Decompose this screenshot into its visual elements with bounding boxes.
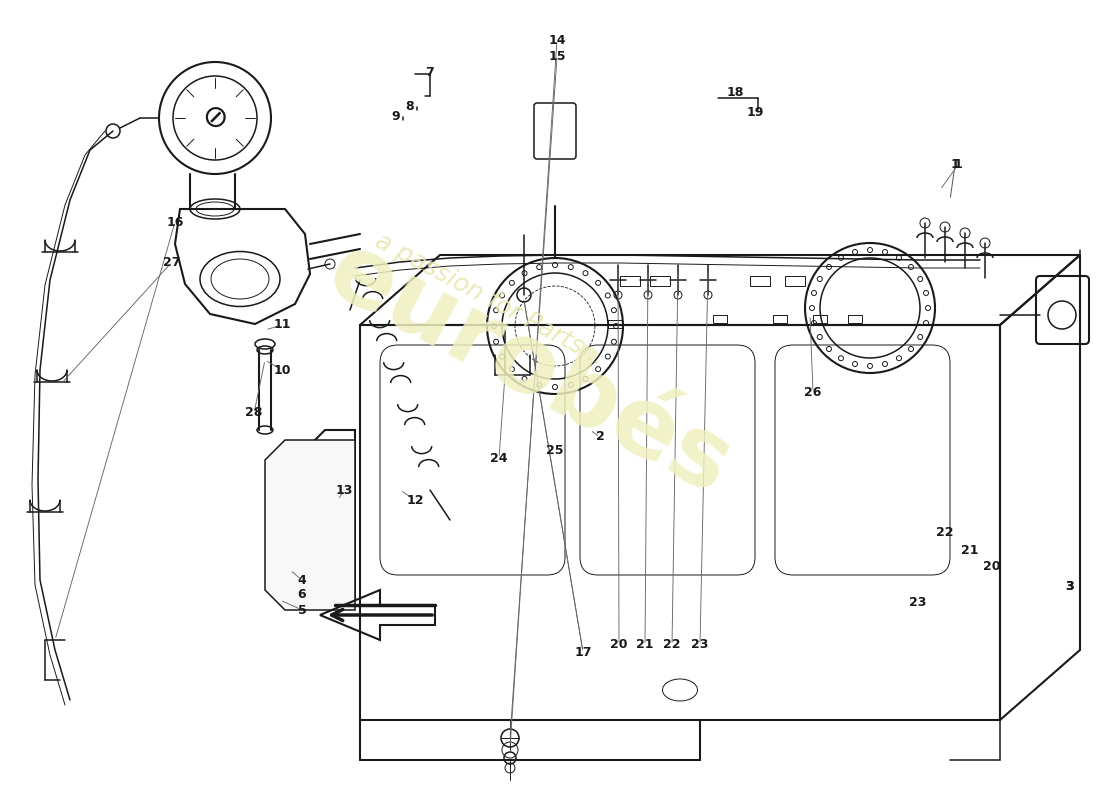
Text: 17: 17: [574, 646, 592, 658]
Bar: [773, 315, 786, 323]
Text: 11: 11: [273, 318, 290, 331]
Bar: [650, 276, 670, 286]
Text: 25: 25: [547, 443, 563, 457]
Text: 21: 21: [636, 638, 653, 651]
Text: 9: 9: [392, 110, 400, 123]
Text: 6: 6: [298, 589, 306, 602]
Text: 27: 27: [163, 255, 180, 269]
Text: 12: 12: [406, 494, 424, 506]
Bar: [750, 276, 770, 286]
Text: eurobés: eurobés: [312, 225, 748, 515]
Bar: [785, 276, 805, 286]
Text: 15: 15: [548, 50, 565, 63]
Text: 22: 22: [663, 638, 681, 651]
Text: 22: 22: [936, 526, 954, 539]
Text: 10: 10: [273, 363, 290, 377]
Bar: [608, 320, 622, 328]
Text: 4: 4: [298, 574, 307, 586]
Text: 7: 7: [426, 66, 434, 78]
Text: 1: 1: [950, 158, 959, 171]
Text: 2: 2: [595, 430, 604, 443]
Text: 8: 8: [406, 101, 415, 114]
Text: ⊘: ⊘: [202, 103, 228, 133]
Text: a passion for Parts...: a passion for Parts...: [371, 229, 609, 371]
Text: 18: 18: [726, 86, 744, 98]
Text: 24: 24: [491, 451, 508, 465]
Text: 3: 3: [1066, 581, 1075, 594]
Text: 21: 21: [961, 543, 979, 557]
Text: 20: 20: [983, 561, 1001, 574]
Text: 19: 19: [746, 106, 763, 118]
Text: 3: 3: [1066, 581, 1075, 594]
Text: 1: 1: [954, 158, 962, 171]
Text: 13: 13: [336, 483, 353, 497]
Bar: [620, 276, 640, 286]
Bar: [848, 315, 862, 323]
Text: 23: 23: [691, 638, 708, 651]
Text: 28: 28: [245, 406, 263, 419]
Text: 26: 26: [804, 386, 822, 398]
Polygon shape: [265, 440, 355, 610]
Text: 5: 5: [298, 603, 307, 617]
Text: 23: 23: [910, 597, 926, 610]
Text: 14: 14: [548, 34, 565, 46]
Bar: [713, 315, 727, 323]
Text: 20: 20: [610, 638, 628, 651]
Text: 16: 16: [166, 215, 184, 229]
Bar: [813, 315, 827, 323]
